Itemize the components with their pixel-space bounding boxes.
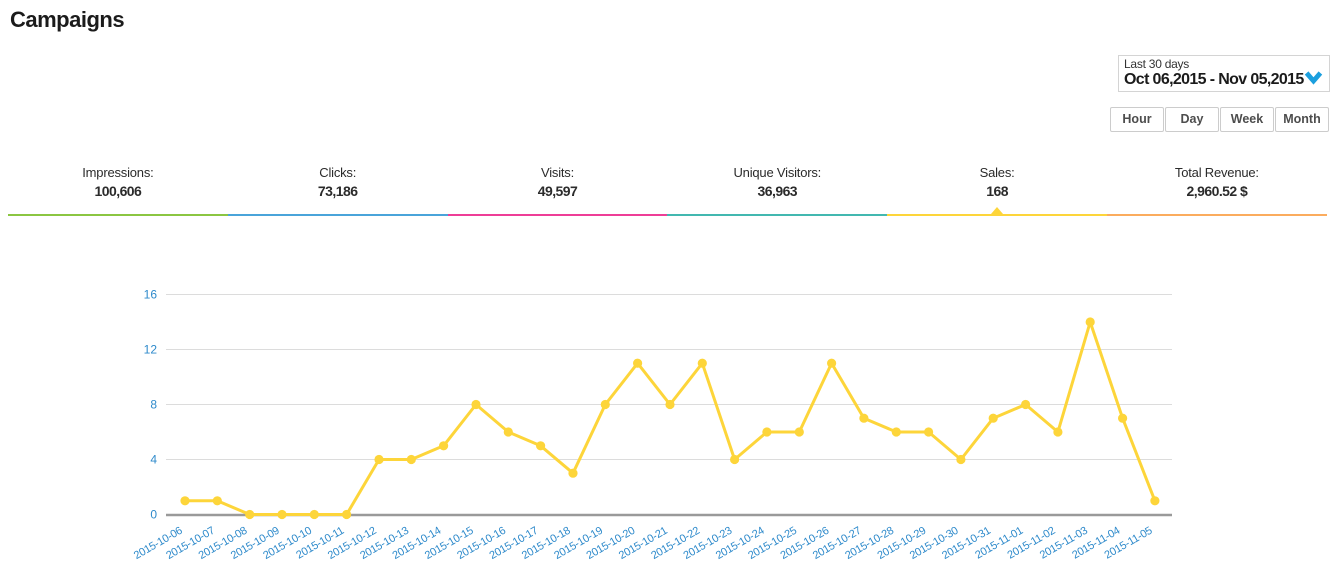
svg-text:4: 4 — [150, 453, 157, 467]
svg-text:16: 16 — [144, 288, 158, 302]
svg-text:12: 12 — [144, 343, 158, 357]
svg-text:8: 8 — [150, 398, 157, 412]
svg-text:0: 0 — [150, 508, 157, 522]
